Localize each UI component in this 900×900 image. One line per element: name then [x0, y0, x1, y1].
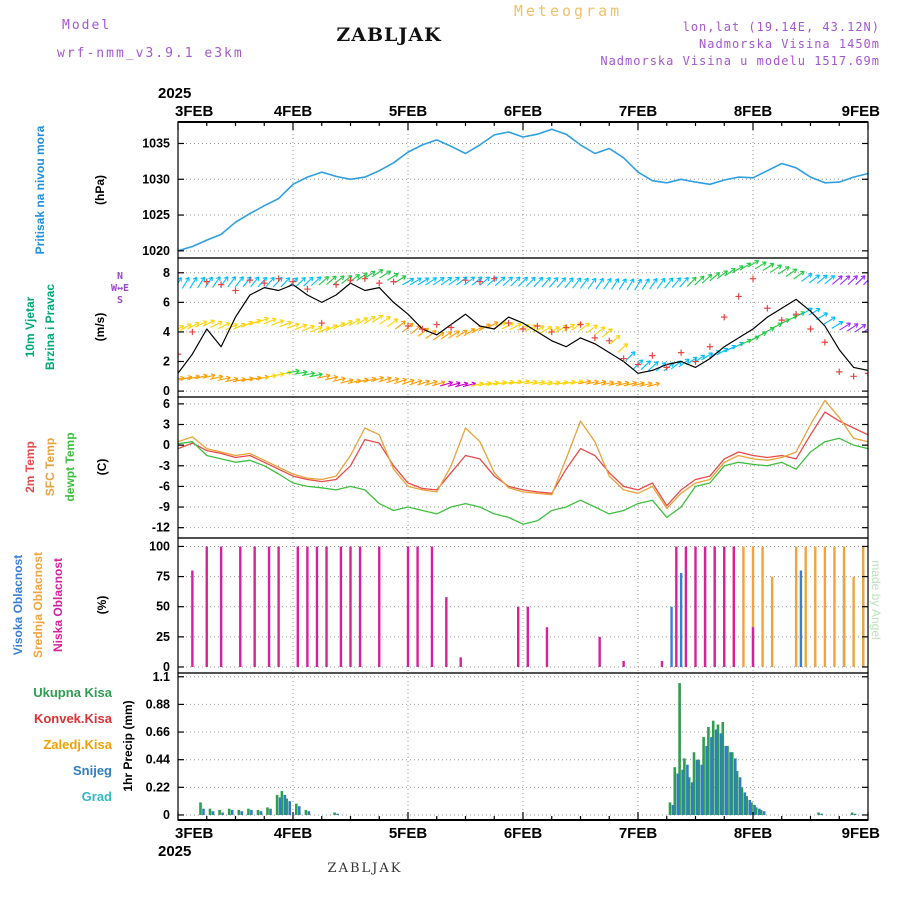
- temp-2m-label: 2m Temp: [23, 441, 37, 493]
- svg-text:-9: -9: [159, 500, 170, 514]
- precip-grad-label: Grad: [81, 789, 112, 804]
- pressure-panel: 1020 1025 1030 1035: [142, 121, 869, 259]
- wind-panel: 0 2 4 6 8: [163, 257, 869, 398]
- footer-station-label: ZABLJAK: [327, 861, 403, 876]
- cloud-unit-label: (%): [95, 595, 109, 615]
- svg-text:5FEB: 5FEB: [389, 103, 428, 120]
- svg-text:8FEB: 8FEB: [734, 825, 773, 842]
- model-elevation-label: Nadmorska Visina u modelu 1517.69m: [600, 54, 880, 68]
- made-by-watermark: made by Angel: [869, 560, 883, 640]
- svg-text:75: 75: [156, 570, 170, 584]
- time-axis: 3FEB 3FEB 4FEB 4FEB 5FEB 5FEB 6FEB 6FEB 7FEB 7FEB…: [158, 85, 880, 860]
- precip-zaledj-label: Zaledj.Kisa: [43, 737, 112, 752]
- temp-panel: -12 -9 -6 -3 0 3 6: [152, 396, 869, 539]
- station-title: ZABLJAK: [336, 24, 442, 46]
- compass-west-label: W: [110, 283, 117, 294]
- svg-text:0.88: 0.88: [146, 697, 170, 711]
- wind-axis-label-1: 10m Vjetar: [23, 296, 37, 358]
- precip-ukupna-label: Ukupna Kisa: [33, 685, 112, 700]
- cloud-visoka-label: Visoka Oblacnost: [11, 554, 25, 656]
- svg-text:0.22: 0.22: [146, 780, 170, 794]
- svg-text:50: 50: [156, 600, 170, 614]
- svg-text:1035: 1035: [142, 136, 170, 150]
- svg-text:5FEB: 5FEB: [389, 825, 428, 842]
- svg-text:8FEB: 8FEB: [734, 103, 773, 120]
- svg-text:0: 0: [163, 808, 170, 822]
- compass-north-label: N: [116, 271, 124, 282]
- wind-unit-label: (m/s): [93, 312, 107, 342]
- svg-text:100: 100: [149, 539, 170, 553]
- precip-konvek-label: Konvek.Kisa: [33, 711, 112, 726]
- svg-text:2025: 2025: [158, 85, 191, 102]
- svg-text:7FEB: 7FEB: [619, 825, 658, 842]
- model-name: wrf-nmm_v3.9.1 e3km: [57, 46, 244, 61]
- svg-text:1025: 1025: [142, 208, 170, 222]
- svg-text:6: 6: [163, 295, 170, 309]
- svg-text:6: 6: [163, 397, 170, 411]
- svg-text:7FEB: 7FEB: [619, 103, 658, 120]
- pressure-axis-label: Pritisak na nivou mora: [33, 125, 47, 255]
- svg-text:9FEB: 9FEB: [842, 825, 881, 842]
- compass-axis-icon: ↔: [116, 283, 124, 294]
- svg-text:1030: 1030: [142, 172, 170, 186]
- svg-text:1020: 1020: [142, 244, 170, 258]
- compass-west-east-row: W↔E: [101, 283, 139, 295]
- svg-text:4: 4: [163, 325, 170, 339]
- svg-text:-6: -6: [159, 479, 170, 493]
- compass-south-label: S: [116, 295, 124, 306]
- svg-text:3: 3: [163, 418, 170, 432]
- svg-text:4FEB: 4FEB: [274, 103, 313, 120]
- svg-text:8: 8: [163, 266, 170, 280]
- elevation-label: Nadmorska Visina 1450m: [699, 37, 880, 51]
- wind-compass-legend: N W↔E S: [101, 271, 139, 307]
- temp-sfc-label: SFC Temp: [43, 437, 57, 497]
- svg-text:-12: -12: [152, 521, 170, 535]
- pressure-unit-label: (hPa): [93, 175, 107, 205]
- svg-text:2: 2: [163, 355, 170, 369]
- svg-text:3FEB: 3FEB: [175, 103, 214, 120]
- svg-text:0.44: 0.44: [146, 753, 170, 767]
- svg-text:6FEB: 6FEB: [504, 103, 543, 120]
- precip-panel: 0 0.22 0.44 0.66 0.88 1.1: [146, 670, 869, 822]
- temp-dewpt-label: dewpt Temp: [63, 432, 77, 502]
- svg-text:1.1: 1.1: [153, 670, 170, 684]
- compass-east-label: E: [123, 283, 130, 294]
- cloud-niska-label: Niska Oblacnost: [51, 557, 65, 653]
- svg-text:25: 25: [156, 630, 170, 644]
- meteogram-watermark-title: Meteogram: [513, 2, 623, 20]
- wind-axis-label-2: Brzina i Pravac: [43, 283, 57, 371]
- cloud-panel: 0 25 50 75 100: [149, 537, 869, 674]
- svg-text:0: 0: [163, 438, 170, 452]
- svg-text:-3: -3: [159, 459, 170, 473]
- lonlat-label: lon,lat (19.14E, 43.12N): [682, 20, 880, 34]
- svg-text:3FEB: 3FEB: [175, 825, 214, 842]
- svg-text:9FEB: 9FEB: [842, 103, 881, 120]
- precip-unit-label: 1hr Precip (mm): [121, 700, 135, 792]
- temp-unit-label: (C): [95, 458, 109, 476]
- svg-text:4FEB: 4FEB: [274, 825, 313, 842]
- model-label: Model: [62, 18, 112, 33]
- svg-text:0: 0: [163, 384, 170, 398]
- svg-text:6FEB: 6FEB: [504, 825, 543, 842]
- svg-text:2025: 2025: [158, 843, 191, 860]
- svg-text:0.66: 0.66: [146, 725, 170, 739]
- precip-snijeg-label: Snijeg: [72, 763, 112, 778]
- cloud-srednja-label: Srednja Oblacnost: [31, 551, 45, 659]
- svg-text:0: 0: [163, 660, 170, 674]
